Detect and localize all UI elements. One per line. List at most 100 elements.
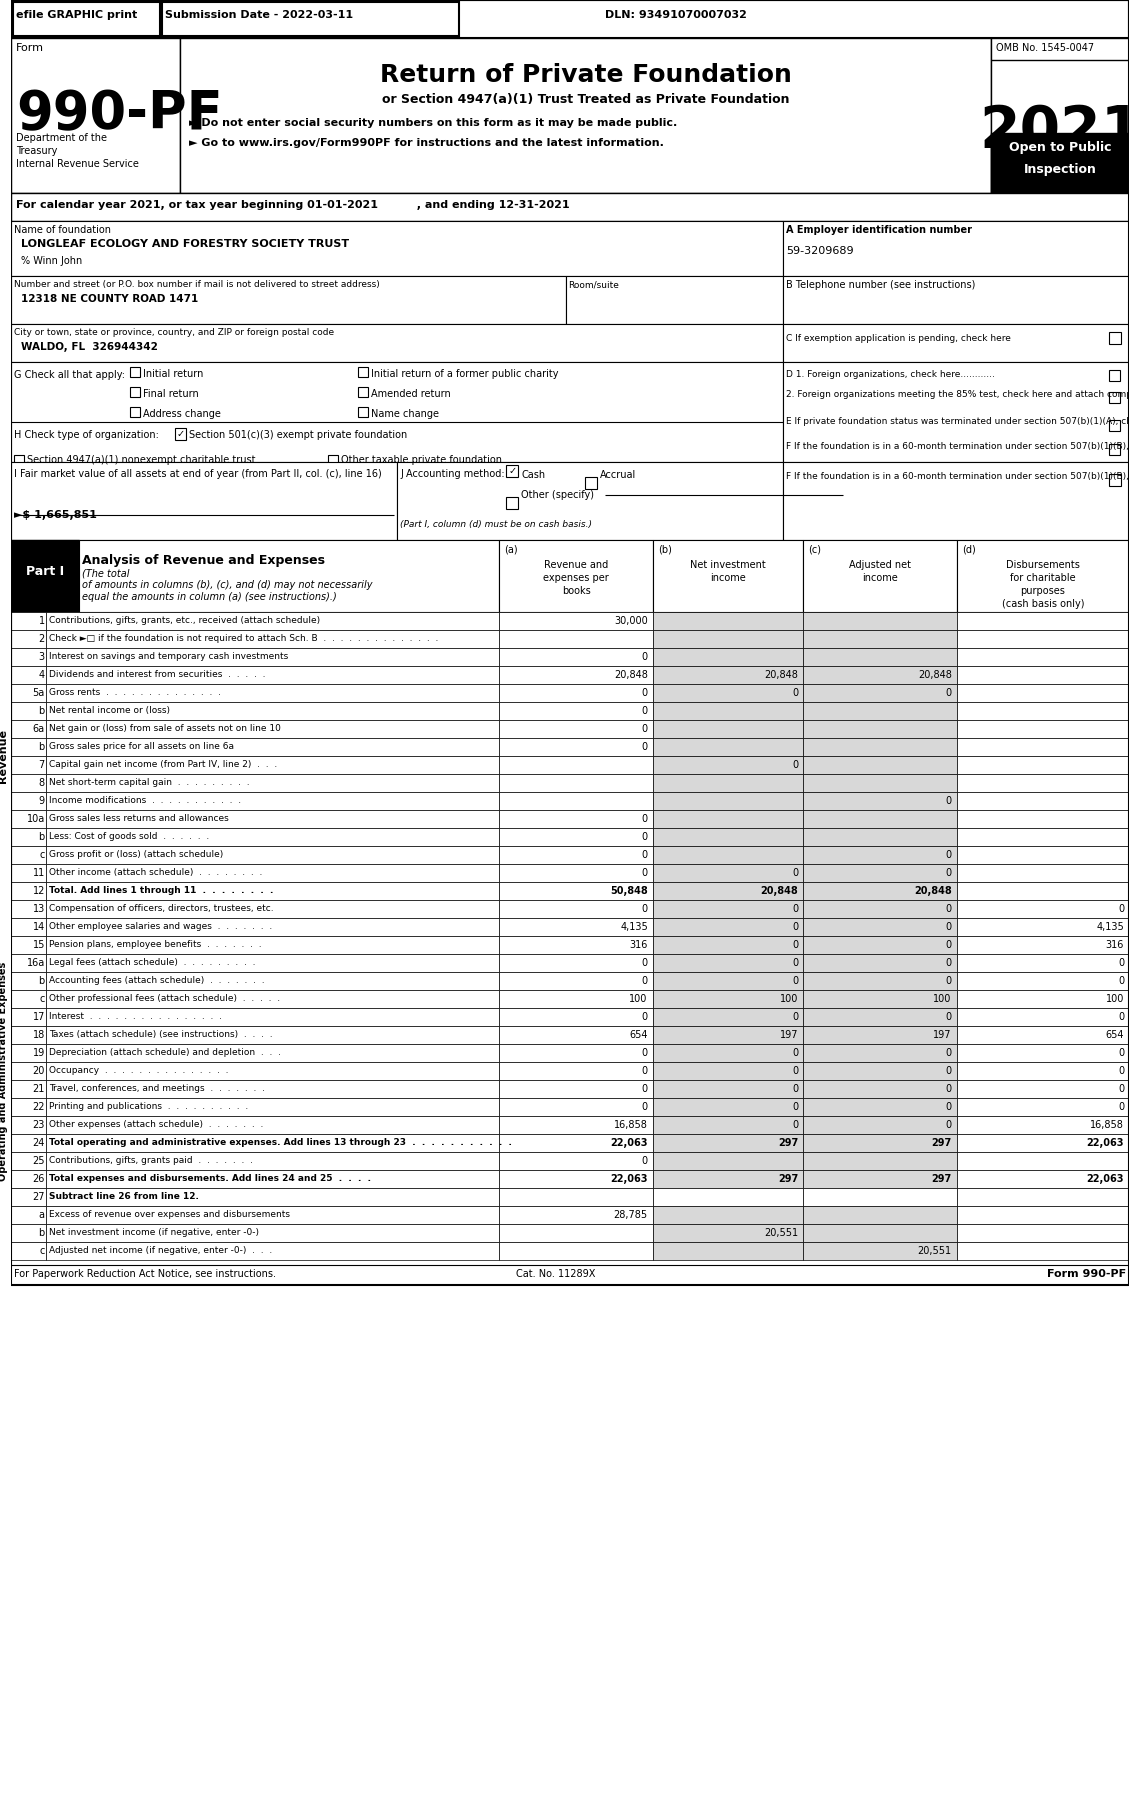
Text: 25: 25 (33, 1156, 45, 1165)
Text: Number and street (or P.O. box number if mail is not delivered to street address: Number and street (or P.O. box number if… (15, 280, 380, 289)
Text: 0: 0 (793, 958, 798, 967)
Bar (11, 701, 46, 719)
Bar (956, 539, 1129, 611)
Text: 12318 NE COUNTY ROAD 1471: 12318 NE COUNTY ROAD 1471 (21, 295, 199, 304)
Text: 297: 297 (778, 1138, 798, 1147)
Bar (11, 1027, 46, 1045)
Bar (653, 611, 803, 629)
Bar (803, 919, 956, 937)
Text: Initial return of a former public charity: Initial return of a former public charit… (370, 369, 558, 379)
Bar (46, 1224, 499, 1242)
Text: Gross sales price for all assets on line 6a: Gross sales price for all assets on line… (49, 743, 234, 752)
Bar (956, 1153, 1129, 1170)
Text: 0: 0 (641, 653, 648, 662)
Bar (956, 647, 1129, 665)
Bar (11, 973, 46, 991)
Bar (180, 38, 991, 192)
Bar (803, 829, 956, 847)
Text: City or town, state or province, country, and ZIP or foreign postal code: City or town, state or province, country… (15, 327, 334, 336)
Text: 8: 8 (38, 779, 45, 788)
Bar (11, 865, 46, 883)
Bar (11, 847, 46, 865)
Bar (956, 755, 1129, 773)
Text: b: b (38, 832, 45, 841)
Bar (46, 883, 499, 901)
Text: 0: 0 (641, 832, 648, 841)
Bar (46, 1242, 499, 1260)
Bar (653, 919, 803, 937)
Text: 0: 0 (793, 1084, 798, 1093)
Text: Taxes (attach schedule) (see instructions)  .  .  .  .: Taxes (attach schedule) (see instruction… (49, 1030, 272, 1039)
Text: Other income (attach schedule)  .  .  .  .  .  .  .  .: Other income (attach schedule) . . . . .… (49, 868, 262, 877)
Text: Name change: Name change (370, 408, 438, 419)
Bar (499, 629, 653, 647)
Bar (11, 901, 46, 919)
Text: 50,848: 50,848 (610, 886, 648, 895)
Text: 654: 654 (1105, 1030, 1124, 1039)
Bar (11, 462, 397, 539)
Bar (46, 755, 499, 773)
Bar (11, 611, 46, 629)
Text: 100: 100 (934, 994, 952, 1003)
Text: 297: 297 (931, 1174, 952, 1185)
Bar (803, 629, 956, 647)
Bar (653, 683, 803, 701)
Bar (803, 701, 956, 719)
Bar (803, 865, 956, 883)
Text: 0: 0 (793, 868, 798, 877)
Text: Net investment: Net investment (690, 559, 765, 570)
Text: Income modifications  .  .  .  .  .  .  .  .  .  .  .: Income modifications . . . . . . . . . .… (49, 797, 240, 806)
Bar (653, 1009, 803, 1027)
Bar (499, 1153, 653, 1170)
Text: Contributions, gifts, grants, etc., received (attach schedule): Contributions, gifts, grants, etc., rece… (49, 617, 320, 626)
Text: ► Do not enter social security numbers on this form as it may be made public.: ► Do not enter social security numbers o… (190, 119, 677, 128)
Bar (956, 611, 1129, 629)
Text: 0: 0 (946, 850, 952, 859)
Bar (15, 455, 24, 466)
Bar (803, 1153, 956, 1170)
Bar (499, 811, 653, 829)
Text: (b): (b) (658, 545, 672, 556)
Bar (499, 611, 653, 629)
Text: Subtract line 26 from line 12.: Subtract line 26 from line 12. (49, 1192, 199, 1201)
Bar (956, 811, 1129, 829)
Text: For Paperwork Reduction Act Notice, see instructions.: For Paperwork Reduction Act Notice, see … (15, 1269, 277, 1278)
Bar (11, 647, 46, 665)
Text: H Check type of organization:: H Check type of organization: (15, 430, 159, 441)
Text: Form 990-PF: Form 990-PF (1047, 1269, 1126, 1278)
Bar (499, 539, 653, 611)
Bar (397, 462, 784, 539)
Bar (803, 901, 956, 919)
Bar (956, 683, 1129, 701)
Bar (956, 1045, 1129, 1063)
Text: 22,063: 22,063 (611, 1174, 648, 1185)
Bar (46, 973, 499, 991)
Bar (653, 1242, 803, 1260)
Bar (46, 1170, 499, 1188)
Bar (11, 737, 46, 755)
Bar (991, 38, 1129, 192)
Bar (499, 1045, 653, 1063)
Bar (499, 865, 653, 883)
Bar (956, 1009, 1129, 1027)
Bar (653, 1206, 803, 1224)
Text: (Part I, column (d) must be on cash basis.): (Part I, column (d) must be on cash basi… (401, 520, 593, 529)
Bar (956, 1099, 1129, 1117)
Text: Capital gain net income (from Part IV, line 2)  .  .  .: Capital gain net income (from Part IV, l… (49, 761, 277, 770)
Text: 316: 316 (630, 940, 648, 949)
Text: for charitable: for charitable (1010, 574, 1076, 583)
Bar (499, 883, 653, 901)
Bar (499, 683, 653, 701)
Bar (11, 38, 180, 192)
Text: 0: 0 (1118, 904, 1124, 913)
Text: Pension plans, employee benefits  .  .  .  .  .  .  .: Pension plans, employee benefits . . . .… (49, 940, 262, 949)
Bar (358, 406, 368, 417)
Bar (11, 1135, 46, 1153)
Bar (499, 991, 653, 1009)
Text: 13: 13 (33, 904, 45, 913)
Text: 316: 316 (1105, 940, 1124, 949)
Text: Department of the: Department of the (16, 133, 107, 144)
Text: A Employer identification number: A Employer identification number (787, 225, 972, 236)
Bar (46, 1009, 499, 1027)
Text: Other taxable private foundation: Other taxable private foundation (341, 455, 502, 466)
